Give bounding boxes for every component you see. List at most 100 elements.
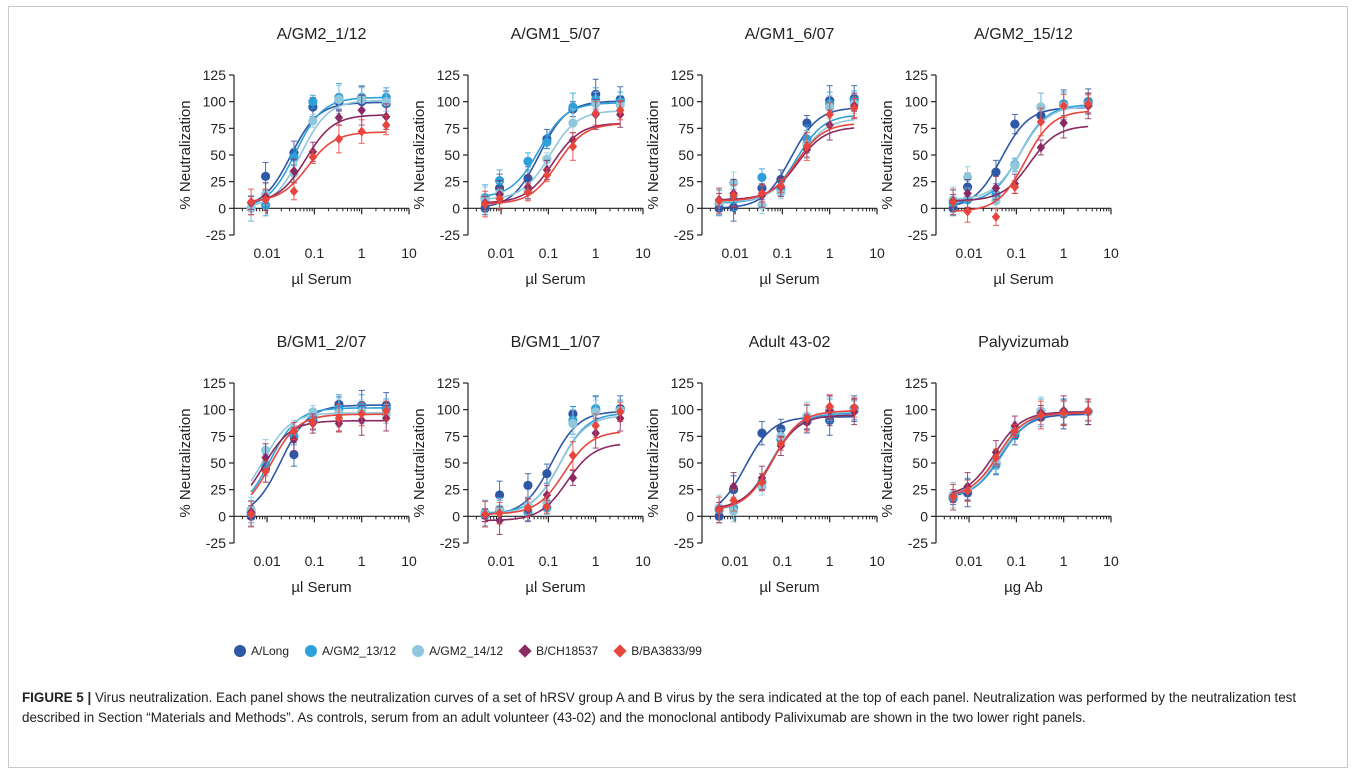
data-point (776, 438, 786, 449)
curve-a-gm2-13-12 (485, 413, 621, 514)
curve-b-ch18537 (485, 443, 621, 522)
x-tick-label: 0.1 (539, 245, 559, 261)
data-point (802, 413, 812, 424)
x-tick-label: 0.1 (539, 553, 559, 569)
data-point (757, 428, 767, 438)
y-tick-label: -25 (674, 227, 694, 243)
y-axis-label: % Neutralization (645, 408, 662, 517)
x-tick-label: 1 (592, 245, 600, 261)
x-axis-label: µl Serum (525, 579, 585, 596)
data-point (776, 424, 786, 434)
y-tick-label: -25 (206, 227, 226, 243)
y-tick-label: 0 (452, 508, 460, 524)
y-tick-label: 75 (210, 428, 226, 444)
data-point (289, 449, 299, 460)
chart-panel-5: B/GM1_2/07 -25 0 25 50 75 100 125 0.01 0.1 1 10 % Ne… (177, 334, 417, 596)
data-point (495, 193, 504, 204)
y-tick-label: 100 (437, 402, 461, 418)
chart-panel-6: B/GM1_1/07 -25 0 25 50 75 100 125 0.01 0.1 1 10 % Ne… (411, 334, 651, 596)
x-tick-label: 0.01 (487, 553, 514, 569)
y-tick-label: -25 (908, 227, 928, 243)
chart-panel-4: A/GM2_15/12 -25 0 25 50 75 100 125 0.01 0.1 1 10 % N… (879, 26, 1119, 288)
y-tick-label: 25 (210, 174, 226, 190)
y-tick-label: 100 (437, 94, 461, 110)
y-tick-label: 0 (920, 508, 928, 524)
chart-title: A/GM1_5/07 (511, 26, 601, 43)
curve-b-ch18537 (718, 414, 855, 508)
y-tick-label: 100 (905, 402, 929, 418)
data-point (825, 109, 834, 120)
x-tick-label: 10 (869, 245, 885, 261)
data-point (1036, 116, 1046, 127)
y-tick-label: 50 (678, 147, 694, 163)
x-tick-label: 0.01 (253, 245, 280, 261)
curve-b-ba3833-99 (485, 123, 621, 205)
x-tick-label: 0.1 (305, 245, 325, 261)
y-tick-label: 75 (912, 120, 928, 136)
y-tick-label: 0 (452, 200, 460, 216)
legend-label: A/Long (251, 644, 290, 658)
data-point (1010, 161, 1020, 171)
curve-b-ch18537 (952, 411, 1089, 493)
y-tick-label: 100 (203, 402, 227, 418)
data-point (523, 156, 533, 166)
y-tick-label: 50 (678, 455, 694, 471)
curve-a-gm2-14-12 (485, 110, 621, 200)
x-tick-label: 1 (826, 553, 834, 569)
y-tick-label: 75 (678, 428, 694, 444)
data-point (568, 450, 578, 461)
curve-b-ba3833-99 (718, 410, 855, 509)
curve-a-long (719, 107, 855, 209)
data-point (1036, 102, 1046, 112)
data-point (714, 504, 724, 515)
y-axis-label: % Neutralization (645, 100, 662, 209)
y-tick-label: 100 (203, 94, 227, 110)
data-point (714, 195, 724, 206)
y-axis-label: % Neutralization (879, 100, 896, 209)
y-tick-label: 0 (686, 508, 694, 524)
x-tick-label: 1 (1060, 245, 1068, 261)
y-axis-label: % Neutralization (411, 100, 428, 209)
chart-panel-2: A/GM1_5/07 -25 0 25 50 75 100 125 0.01 0.1 1 10 % Ne… (411, 26, 651, 288)
y-tick-label: 125 (203, 375, 227, 391)
y-tick-label: 125 (905, 375, 929, 391)
data-point (1010, 426, 1020, 436)
y-tick-label: 50 (210, 455, 226, 471)
caption-text: Virus neutralization. Each panel shows t… (22, 690, 1297, 725)
circle-marker-icon (305, 645, 318, 657)
diamond-marker-icon (613, 644, 627, 658)
y-tick-label: -25 (440, 535, 460, 551)
y-tick-label: 50 (912, 455, 928, 471)
data-point (1036, 142, 1046, 153)
data-point (591, 420, 600, 431)
y-axis-label: % Neutralization (177, 100, 194, 209)
x-axis-label: µl Serum (525, 271, 585, 288)
curve-b-ch18537 (250, 114, 387, 203)
curve-a-long (718, 416, 855, 505)
data-point (963, 188, 972, 199)
data-point (289, 166, 299, 176)
y-tick-label: 25 (444, 174, 460, 190)
x-tick-label: 10 (635, 245, 651, 261)
curve-a-long (952, 106, 1089, 207)
figure-caption: FIGURE 5 | Virus neutralization. Each pa… (22, 688, 1334, 728)
data-point (334, 134, 344, 144)
data-point (963, 206, 972, 217)
data-point (568, 418, 578, 429)
curve-a-gm2-14-12 (718, 411, 855, 510)
y-tick-label: 125 (671, 67, 695, 83)
curve-b-ba3833-99 (953, 110, 1089, 212)
x-tick-label: 1 (826, 245, 834, 261)
y-tick-label: 75 (210, 120, 226, 136)
data-point (991, 167, 1001, 177)
y-tick-label: 50 (444, 455, 460, 471)
y-tick-label: 25 (678, 482, 694, 498)
data-point (246, 509, 256, 520)
x-tick-label: 0.01 (487, 245, 514, 261)
x-axis-label: µl Serum (759, 271, 819, 288)
data-point (261, 452, 270, 463)
legend-item: B/BA3833/99 (613, 644, 702, 658)
chart-panel-8: Palyvizumab -25 0 25 50 75 100 125 0.01 0.1 1 10 % N… (879, 334, 1119, 596)
data-point (480, 509, 490, 520)
